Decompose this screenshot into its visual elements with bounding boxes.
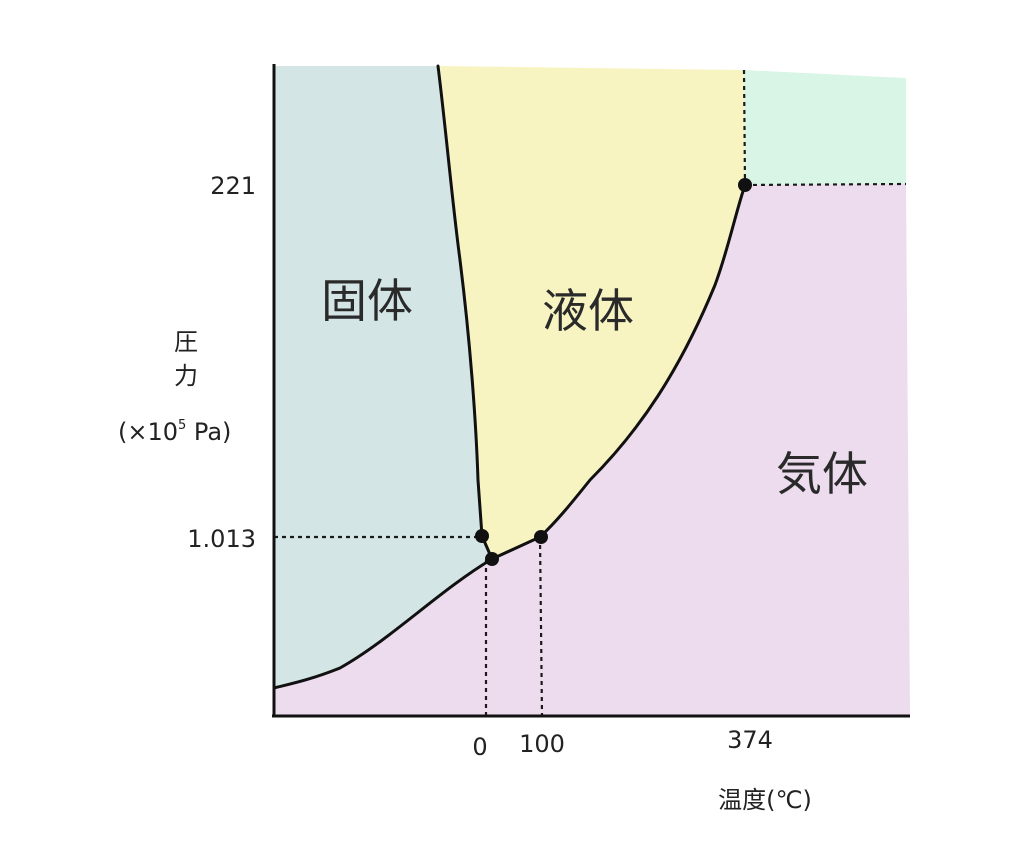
y-axis-label-line2: 力	[174, 362, 198, 390]
gas-label: 気体	[776, 447, 868, 501]
melting-point-marker	[475, 529, 489, 543]
melting-curve	[436, 64, 494, 561]
y-axis-unit-suffix: Pa)	[186, 418, 231, 446]
gas-region	[274, 184, 910, 715]
guide-line-221	[744, 182, 907, 187]
sublimation-curve	[272, 557, 494, 690]
vaporization-curve	[490, 183, 747, 561]
y-axis-unit: (×105 Pa)	[118, 418, 231, 446]
triple-point-marker	[485, 552, 499, 566]
liquid-label: 液体	[542, 284, 634, 338]
guide-line-100	[538, 536, 544, 716]
supercritical-region	[744, 70, 906, 185]
critical-point-marker	[738, 178, 752, 192]
x-tick-374: 374	[727, 726, 773, 754]
y-tick-1013: 1.013	[187, 525, 256, 553]
y-axis-unit-prefix: (×10	[118, 418, 178, 446]
y-axis-label-line1: 圧	[174, 328, 198, 356]
x-axis-label: 温度(℃)	[718, 786, 812, 814]
x-tick-0: 0	[472, 733, 487, 761]
y-axis-unit-exponent: 5	[178, 418, 186, 433]
x-tick-100: 100	[519, 730, 565, 758]
y-tick-221: 221	[210, 172, 256, 200]
boiling-point-marker	[534, 530, 548, 544]
liquid-region	[438, 66, 745, 559]
guide-line-374	[742, 69, 747, 186]
solid-label: 固体	[321, 274, 413, 328]
solid-region	[274, 66, 492, 688]
